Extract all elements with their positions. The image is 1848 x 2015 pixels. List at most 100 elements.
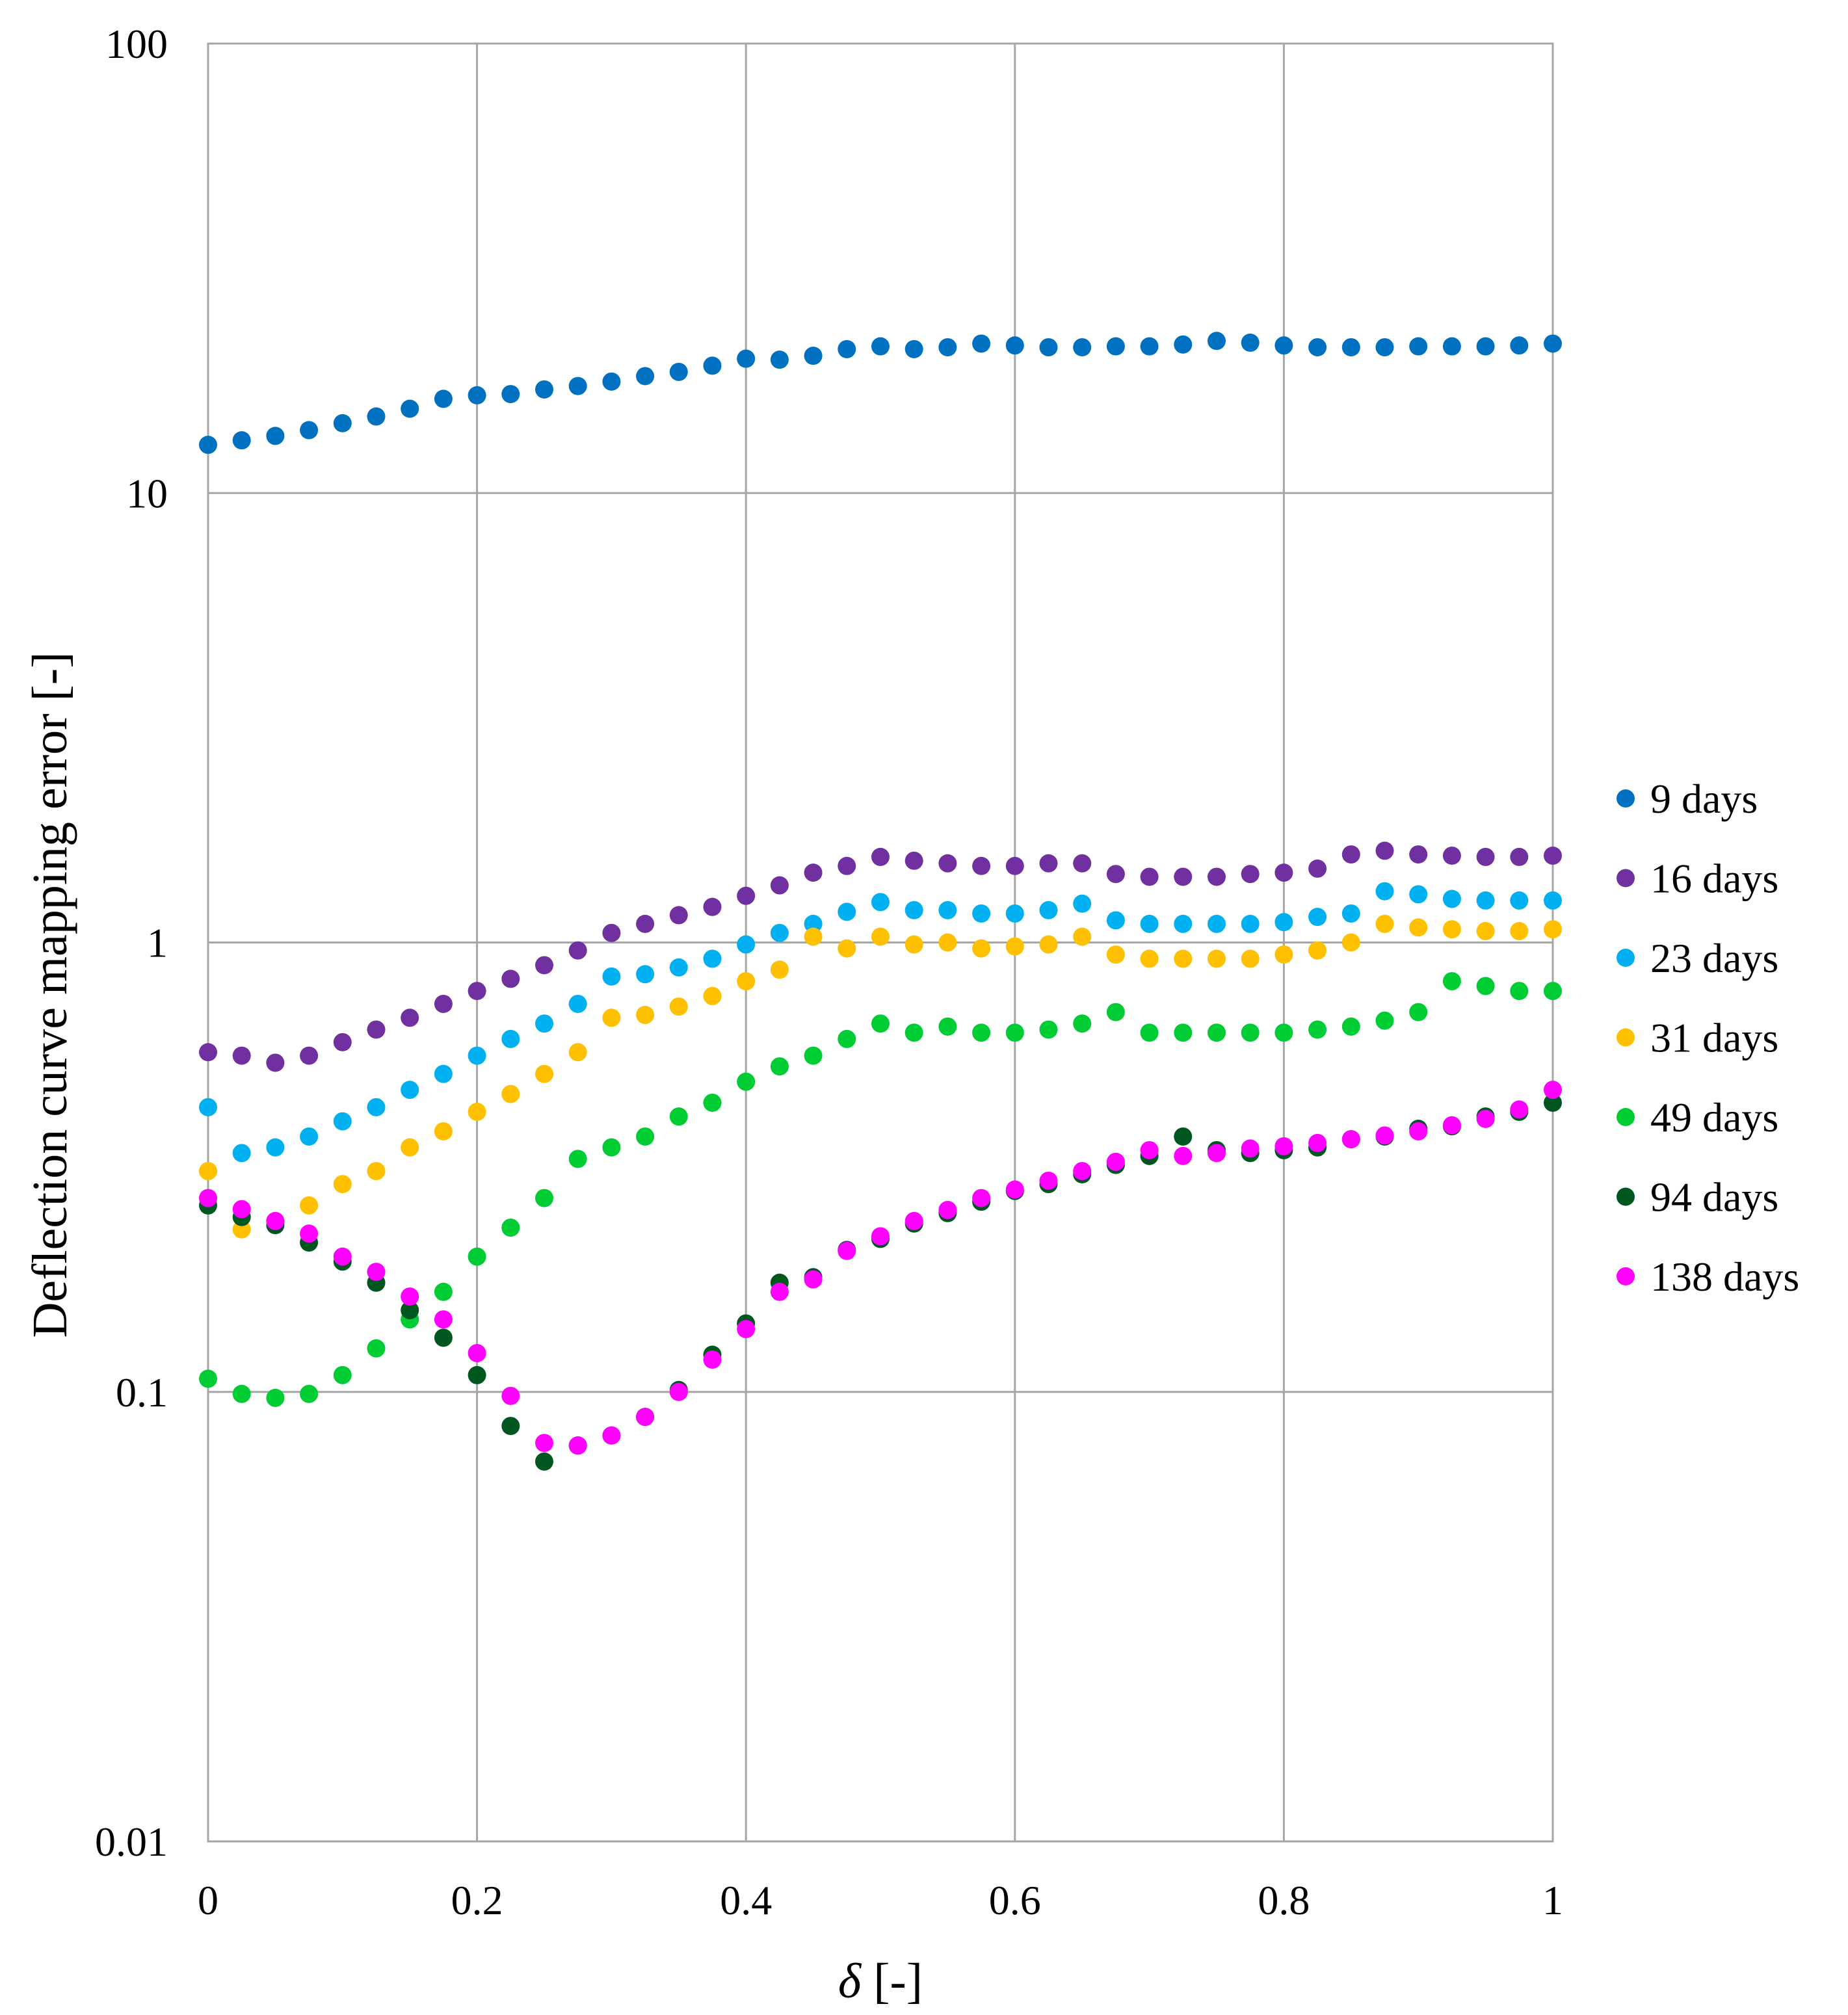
data-point bbox=[199, 1043, 217, 1062]
data-point bbox=[568, 941, 587, 960]
x-axis-ticks: 0 0.2 0.4 0.6 0.8 1 bbox=[198, 1877, 1563, 1923]
data-point bbox=[636, 965, 655, 984]
data-point bbox=[1073, 927, 1092, 946]
data-point bbox=[1375, 841, 1394, 860]
series-9-days bbox=[199, 332, 1562, 454]
data-point bbox=[1409, 918, 1428, 937]
data-point bbox=[468, 1365, 486, 1384]
data-point bbox=[1409, 845, 1428, 864]
data-point bbox=[401, 1287, 419, 1306]
data-point bbox=[1039, 901, 1058, 919]
data-point bbox=[1409, 1122, 1428, 1140]
data-point bbox=[535, 956, 553, 975]
data-point bbox=[703, 897, 722, 916]
data-point bbox=[770, 960, 789, 979]
data-point bbox=[199, 1098, 217, 1116]
data-point bbox=[1442, 920, 1461, 939]
y-tick-label: 0.01 bbox=[95, 1819, 168, 1865]
data-point bbox=[568, 1043, 587, 1062]
data-point bbox=[300, 1196, 319, 1215]
data-point bbox=[1308, 908, 1327, 927]
data-point bbox=[1039, 854, 1058, 873]
data-point bbox=[468, 982, 486, 1001]
data-point bbox=[367, 407, 386, 426]
legend: 9 days 16 days 23 days 31 days 49 days 94 day… bbox=[1617, 776, 1799, 1300]
data-point bbox=[602, 1426, 621, 1445]
data-point bbox=[1005, 1023, 1024, 1042]
data-point bbox=[1274, 863, 1293, 882]
data-point bbox=[266, 427, 285, 445]
x-axis-unit: [-] bbox=[861, 1954, 923, 2008]
data-point bbox=[904, 935, 923, 954]
series-23-days bbox=[199, 882, 1562, 1163]
data-point bbox=[401, 1008, 419, 1027]
data-point bbox=[232, 1384, 251, 1403]
legend-marker bbox=[1617, 1028, 1635, 1047]
data-point bbox=[199, 436, 217, 454]
data-point bbox=[501, 385, 520, 404]
data-point bbox=[669, 958, 688, 977]
data-point bbox=[401, 1301, 419, 1320]
data-point bbox=[434, 389, 453, 408]
data-point bbox=[1341, 904, 1360, 923]
data-point bbox=[737, 886, 756, 905]
data-point bbox=[1476, 1109, 1495, 1128]
data-point bbox=[636, 1408, 655, 1427]
x-axis-symbol: δ bbox=[838, 1954, 862, 2008]
x-tick-label: 0.8 bbox=[1258, 1877, 1310, 1923]
data-point bbox=[770, 350, 789, 369]
data-point bbox=[1544, 1081, 1562, 1100]
data-point bbox=[602, 1008, 621, 1027]
data-point bbox=[972, 1023, 991, 1042]
data-point bbox=[401, 399, 419, 418]
data-point bbox=[1140, 1023, 1159, 1042]
data-point bbox=[737, 349, 756, 368]
data-point bbox=[838, 939, 856, 958]
data-point bbox=[232, 1046, 251, 1065]
data-point bbox=[568, 376, 587, 395]
data-point bbox=[602, 923, 621, 942]
data-point bbox=[232, 1200, 251, 1218]
data-point bbox=[434, 1064, 453, 1083]
data-point bbox=[1208, 949, 1226, 968]
data-point bbox=[1476, 847, 1495, 866]
data-point bbox=[972, 856, 991, 875]
data-point bbox=[1544, 891, 1562, 910]
data-point bbox=[367, 1339, 386, 1358]
data-point bbox=[1241, 865, 1260, 884]
data-point bbox=[1476, 891, 1495, 910]
data-point bbox=[1208, 1144, 1226, 1163]
data-point bbox=[770, 1057, 789, 1076]
data-point bbox=[1442, 972, 1461, 991]
data-point bbox=[434, 1282, 453, 1301]
series-31-days bbox=[199, 914, 1562, 1239]
data-point bbox=[1005, 904, 1024, 923]
data-point bbox=[1106, 1152, 1125, 1171]
data-point bbox=[568, 1150, 587, 1168]
legend-marker bbox=[1617, 869, 1635, 888]
series-16-days bbox=[199, 841, 1562, 1072]
data-point bbox=[1073, 894, 1092, 913]
data-point bbox=[602, 372, 621, 391]
data-point bbox=[1241, 914, 1260, 933]
y-tick-label: 10 bbox=[126, 470, 168, 516]
data-point bbox=[838, 1241, 856, 1260]
data-point bbox=[703, 1350, 722, 1369]
data-point bbox=[703, 949, 722, 968]
data-point bbox=[1274, 336, 1293, 355]
data-point bbox=[602, 1138, 621, 1157]
data-point bbox=[1274, 913, 1293, 932]
data-point bbox=[770, 876, 789, 895]
data-point bbox=[1073, 854, 1092, 873]
data-point bbox=[232, 1144, 251, 1163]
data-point bbox=[1308, 859, 1327, 878]
data-point bbox=[468, 1102, 486, 1121]
data-point bbox=[636, 1005, 655, 1024]
data-point bbox=[1510, 982, 1529, 1001]
data-point bbox=[468, 386, 486, 404]
data-point bbox=[1510, 891, 1529, 910]
data-point bbox=[1106, 945, 1125, 964]
data-point bbox=[1544, 847, 1562, 865]
data-point bbox=[1544, 1093, 1562, 1112]
data-point bbox=[1140, 949, 1159, 968]
